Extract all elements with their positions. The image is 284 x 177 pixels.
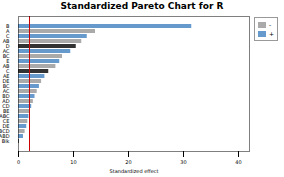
svg-text:D: D xyxy=(5,43,10,50)
svg-text:AB: AB xyxy=(2,63,10,70)
svg-text:C: C xyxy=(6,33,10,40)
svg-text:AB: AB xyxy=(2,38,10,45)
svg-text:0: 0 xyxy=(17,159,20,165)
svg-text:DE: DE xyxy=(2,123,10,130)
svg-text:AD: AD xyxy=(2,98,10,105)
svg-text:Standardized effect: Standardized effect xyxy=(110,168,159,174)
svg-text:Blk: Blk xyxy=(2,138,10,144)
svg-text:BD: BD xyxy=(2,93,10,100)
svg-text:B: B xyxy=(6,23,10,30)
html-text:Standardized Pareto Chart for: Standardized Pareto Chart for R xyxy=(60,1,224,11)
svg-text:AE: AE xyxy=(2,73,10,80)
svg-text:CD: CD xyxy=(2,103,10,110)
svg-text:E: E xyxy=(6,58,10,65)
svg-text:BC: BC xyxy=(2,83,10,90)
svg-text:AC: AC xyxy=(2,88,10,95)
svg-text:10: 10 xyxy=(70,159,76,165)
svg-text:30: 30 xyxy=(180,159,186,165)
svg-text:CE: CE xyxy=(2,118,10,125)
svg-text:BE: BE xyxy=(2,108,10,115)
svg-text:AC: AC xyxy=(2,48,10,55)
svg-text:C: C xyxy=(6,68,10,75)
svg-text:BC: BC xyxy=(2,53,10,60)
svg-text:20: 20 xyxy=(125,159,131,165)
svg-text:A: A xyxy=(6,28,10,35)
svg-text:40: 40 xyxy=(235,159,241,165)
svg-text:DE: DE xyxy=(2,78,10,85)
